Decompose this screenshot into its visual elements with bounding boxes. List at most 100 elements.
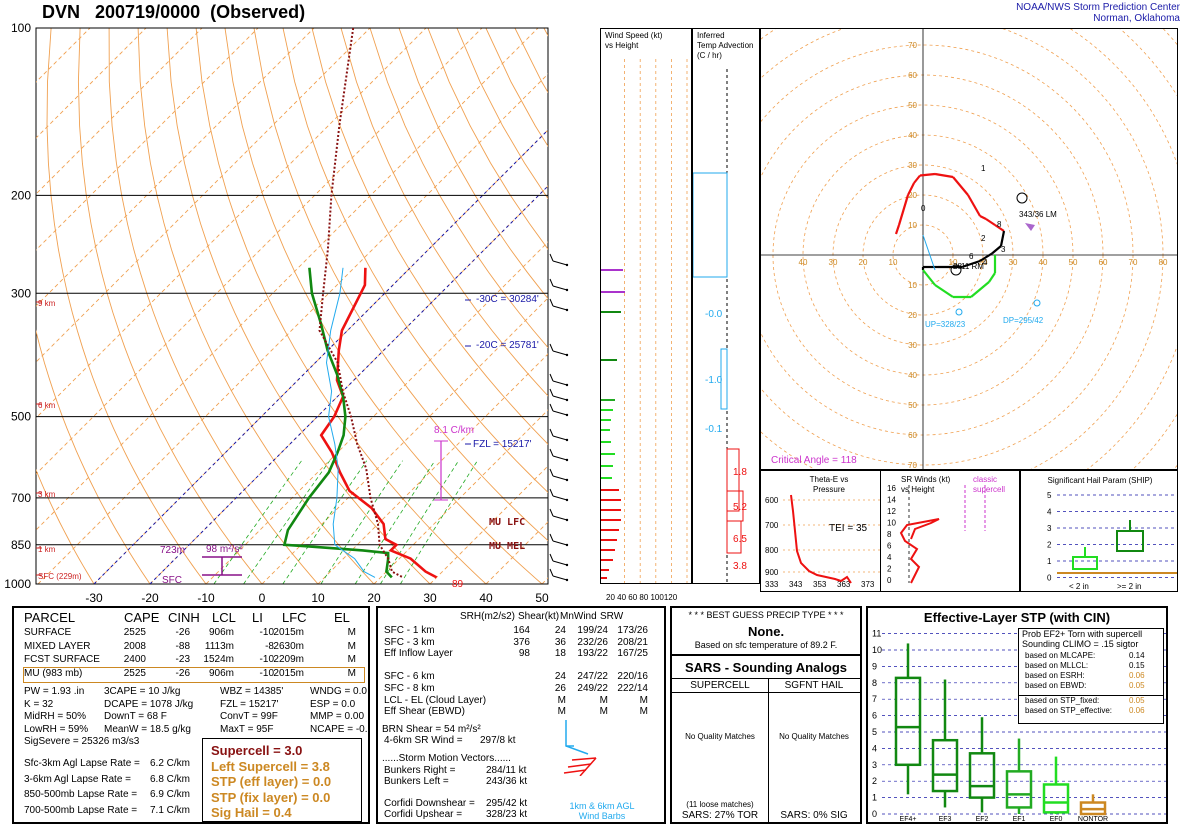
kin-cell: 98 <box>518 648 530 660</box>
kin-cell: Eff Shear (EBWD) <box>384 706 465 718</box>
stp-panel: Effective-Layer STP (with CIN) 11 10 9 8 7 6 5… <box>866 606 1168 824</box>
stp-y-label: 8 <box>872 678 877 688</box>
hodo-y-label: 20 <box>908 311 917 320</box>
parcel-cell: -10 <box>259 627 274 638</box>
barb-caption-2: Wind Barbs <box>578 811 626 821</box>
theta-x-label: 373 <box>861 580 875 589</box>
prob-label: based on EBWD: <box>1025 681 1087 690</box>
wind-speed-bar <box>601 441 611 443</box>
wind-speed-bar <box>601 465 613 467</box>
wind-barb-flag <box>549 508 554 517</box>
isotherm-line <box>93 129 548 584</box>
kin-cell: LCL - EL (Cloud Layer) <box>384 694 487 706</box>
mixing-ratio-line <box>282 460 368 584</box>
kinematics-panel: SRH(m2/s2) Shear(kt) MnWind SRW SFC - 1 km 16… <box>376 606 666 824</box>
wind-barb-flag <box>549 428 554 437</box>
hodo-x-label: 10 <box>889 258 898 267</box>
wind-speed-bar <box>601 499 621 501</box>
kin-cell: 193/22 <box>577 648 608 660</box>
lapse-label: 3-6km Agl Lapse Rate = <box>24 773 132 785</box>
kin-cell: 220/16 <box>617 671 648 683</box>
hodo-ring <box>1162 29 1177 469</box>
wind-barb-point <box>565 438 569 442</box>
adv-value: 6.5 <box>733 534 747 545</box>
kin-cell: SFC - 3 km <box>384 636 435 648</box>
ship-x1: < 2 in <box>1069 582 1089 591</box>
hodo-y-label: 40 <box>908 131 917 140</box>
kin-row <box>382 660 664 672</box>
stp-y-label: 1 <box>872 793 877 803</box>
ship-plot: Significant Hail Param (SHIP) 5 4 3 2 1 0 < 2 i… <box>1047 476 1177 591</box>
adv-box <box>726 448 740 512</box>
srw-y-label: 16 <box>887 484 896 493</box>
dry-adiabat <box>253 28 548 542</box>
parcel-cell: -88 <box>175 640 190 652</box>
kin-cell: SFC - 8 km <box>384 682 435 694</box>
stp-cat-label: EF4+ <box>900 816 917 822</box>
hodo-segment <box>994 224 1005 232</box>
srw-y-label: 0 <box>887 576 892 585</box>
hodo-x-label: 30 <box>1009 258 1018 267</box>
hodo-x-label: 70 <box>1129 258 1138 267</box>
parcel-header-cell: CINH <box>168 610 200 625</box>
hodo-x-label: 40 <box>799 258 808 267</box>
prob-row: based on EBWD: 0.05 <box>1019 681 1163 691</box>
kin-cell: SFC - 1 km <box>384 625 435 636</box>
composite-item: Left Supercell = 3.8 <box>211 758 330 774</box>
parcel-cell: M <box>347 668 356 680</box>
dry-adiabat <box>398 28 548 300</box>
hodo-label-6: 6 <box>969 252 974 261</box>
hodo-x-label: 80 <box>1159 258 1168 267</box>
temp-tick-label: -30 <box>85 591 103 605</box>
parcel-header-cell: LI <box>252 610 263 625</box>
mu-mel-label: MU MEL <box>489 541 525 552</box>
thermo-cell: 3CAPE = 10 J/kg <box>104 686 181 697</box>
pressure-tick-label: 500 <box>11 410 31 424</box>
parcel-cell: -8 <box>265 640 274 652</box>
theta-p-label: 700 <box>765 521 779 530</box>
pressure-tick-label: 200 <box>11 188 31 202</box>
lapse-row: 700-500mb Lapse Rate = 7.1 C/km <box>24 805 204 821</box>
smv-title: ......Storm Motion Vectors...... <box>382 752 511 764</box>
brn-shear: BRN Shear = 54 m²/s² <box>382 723 481 735</box>
prob-label: based on ESRH: <box>1025 671 1085 680</box>
parcel-header-cell: CAPE <box>124 610 160 625</box>
stp-box <box>931 738 959 793</box>
srw-classic: classic <box>973 475 997 484</box>
wind-barb <box>552 305 568 311</box>
pressure-tick-label: 100 <box>11 21 31 35</box>
kin-cell: 167/25 <box>617 648 648 660</box>
wind-speed-bar <box>601 399 615 401</box>
sars-nq2: No Quality Matches <box>779 732 849 741</box>
stp-box <box>1042 783 1070 814</box>
fzl-label: FZL = 15217' <box>473 439 532 450</box>
theta-p-label: 900 <box>765 568 779 577</box>
hodo-y-label: 30 <box>908 161 917 170</box>
wind-barb-flag <box>549 403 554 412</box>
wind-barb <box>552 350 568 356</box>
hodo-label-3: 3 <box>1001 245 1006 254</box>
lapse-value: 7.1 C/km <box>150 804 191 816</box>
wind-barb-flag <box>549 253 554 262</box>
kin-cell: M <box>557 694 566 706</box>
parcel-row: MIXED LAYER 2008 -88 1113m -8 2630m M <box>24 641 364 655</box>
parcel-header-cell: LCL <box>212 610 236 625</box>
kin-cell: M <box>557 706 566 718</box>
parcel-header-cell: PARCEL <box>24 610 76 625</box>
wind-speed-bar <box>601 509 621 511</box>
thermo-row: PW = 1.93 .in 3CAPE = 10 J/kg WBZ = 14385'… <box>24 686 367 699</box>
prob-value: 0.06 <box>1129 671 1145 680</box>
smv-label: Corfidi Downshear = <box>384 797 475 809</box>
hodo-ring <box>761 29 1177 469</box>
ship-panel: Significant Hail Param (SHIP) 5 4 3 2 1 0 < 2 i… <box>1020 470 1178 592</box>
precip-note: Based on sfc temperature of 89.2 F. <box>694 640 838 650</box>
isotherm-line <box>36 28 371 363</box>
smv-row: Corfidi Upshear = 328/23 kt <box>382 809 664 820</box>
kin-cell: 173/26 <box>617 625 648 636</box>
hodo-y-label: 10 <box>908 281 917 290</box>
parcel-cell: 906m <box>208 668 234 680</box>
prob-label: based on STP_fixed: <box>1025 696 1100 705</box>
precip-panel: * * * BEST GUESS PRECIP TYPE * * * None.… <box>670 606 862 824</box>
kin-cell: 376 <box>513 636 530 648</box>
isotherm-line <box>36 28 427 419</box>
